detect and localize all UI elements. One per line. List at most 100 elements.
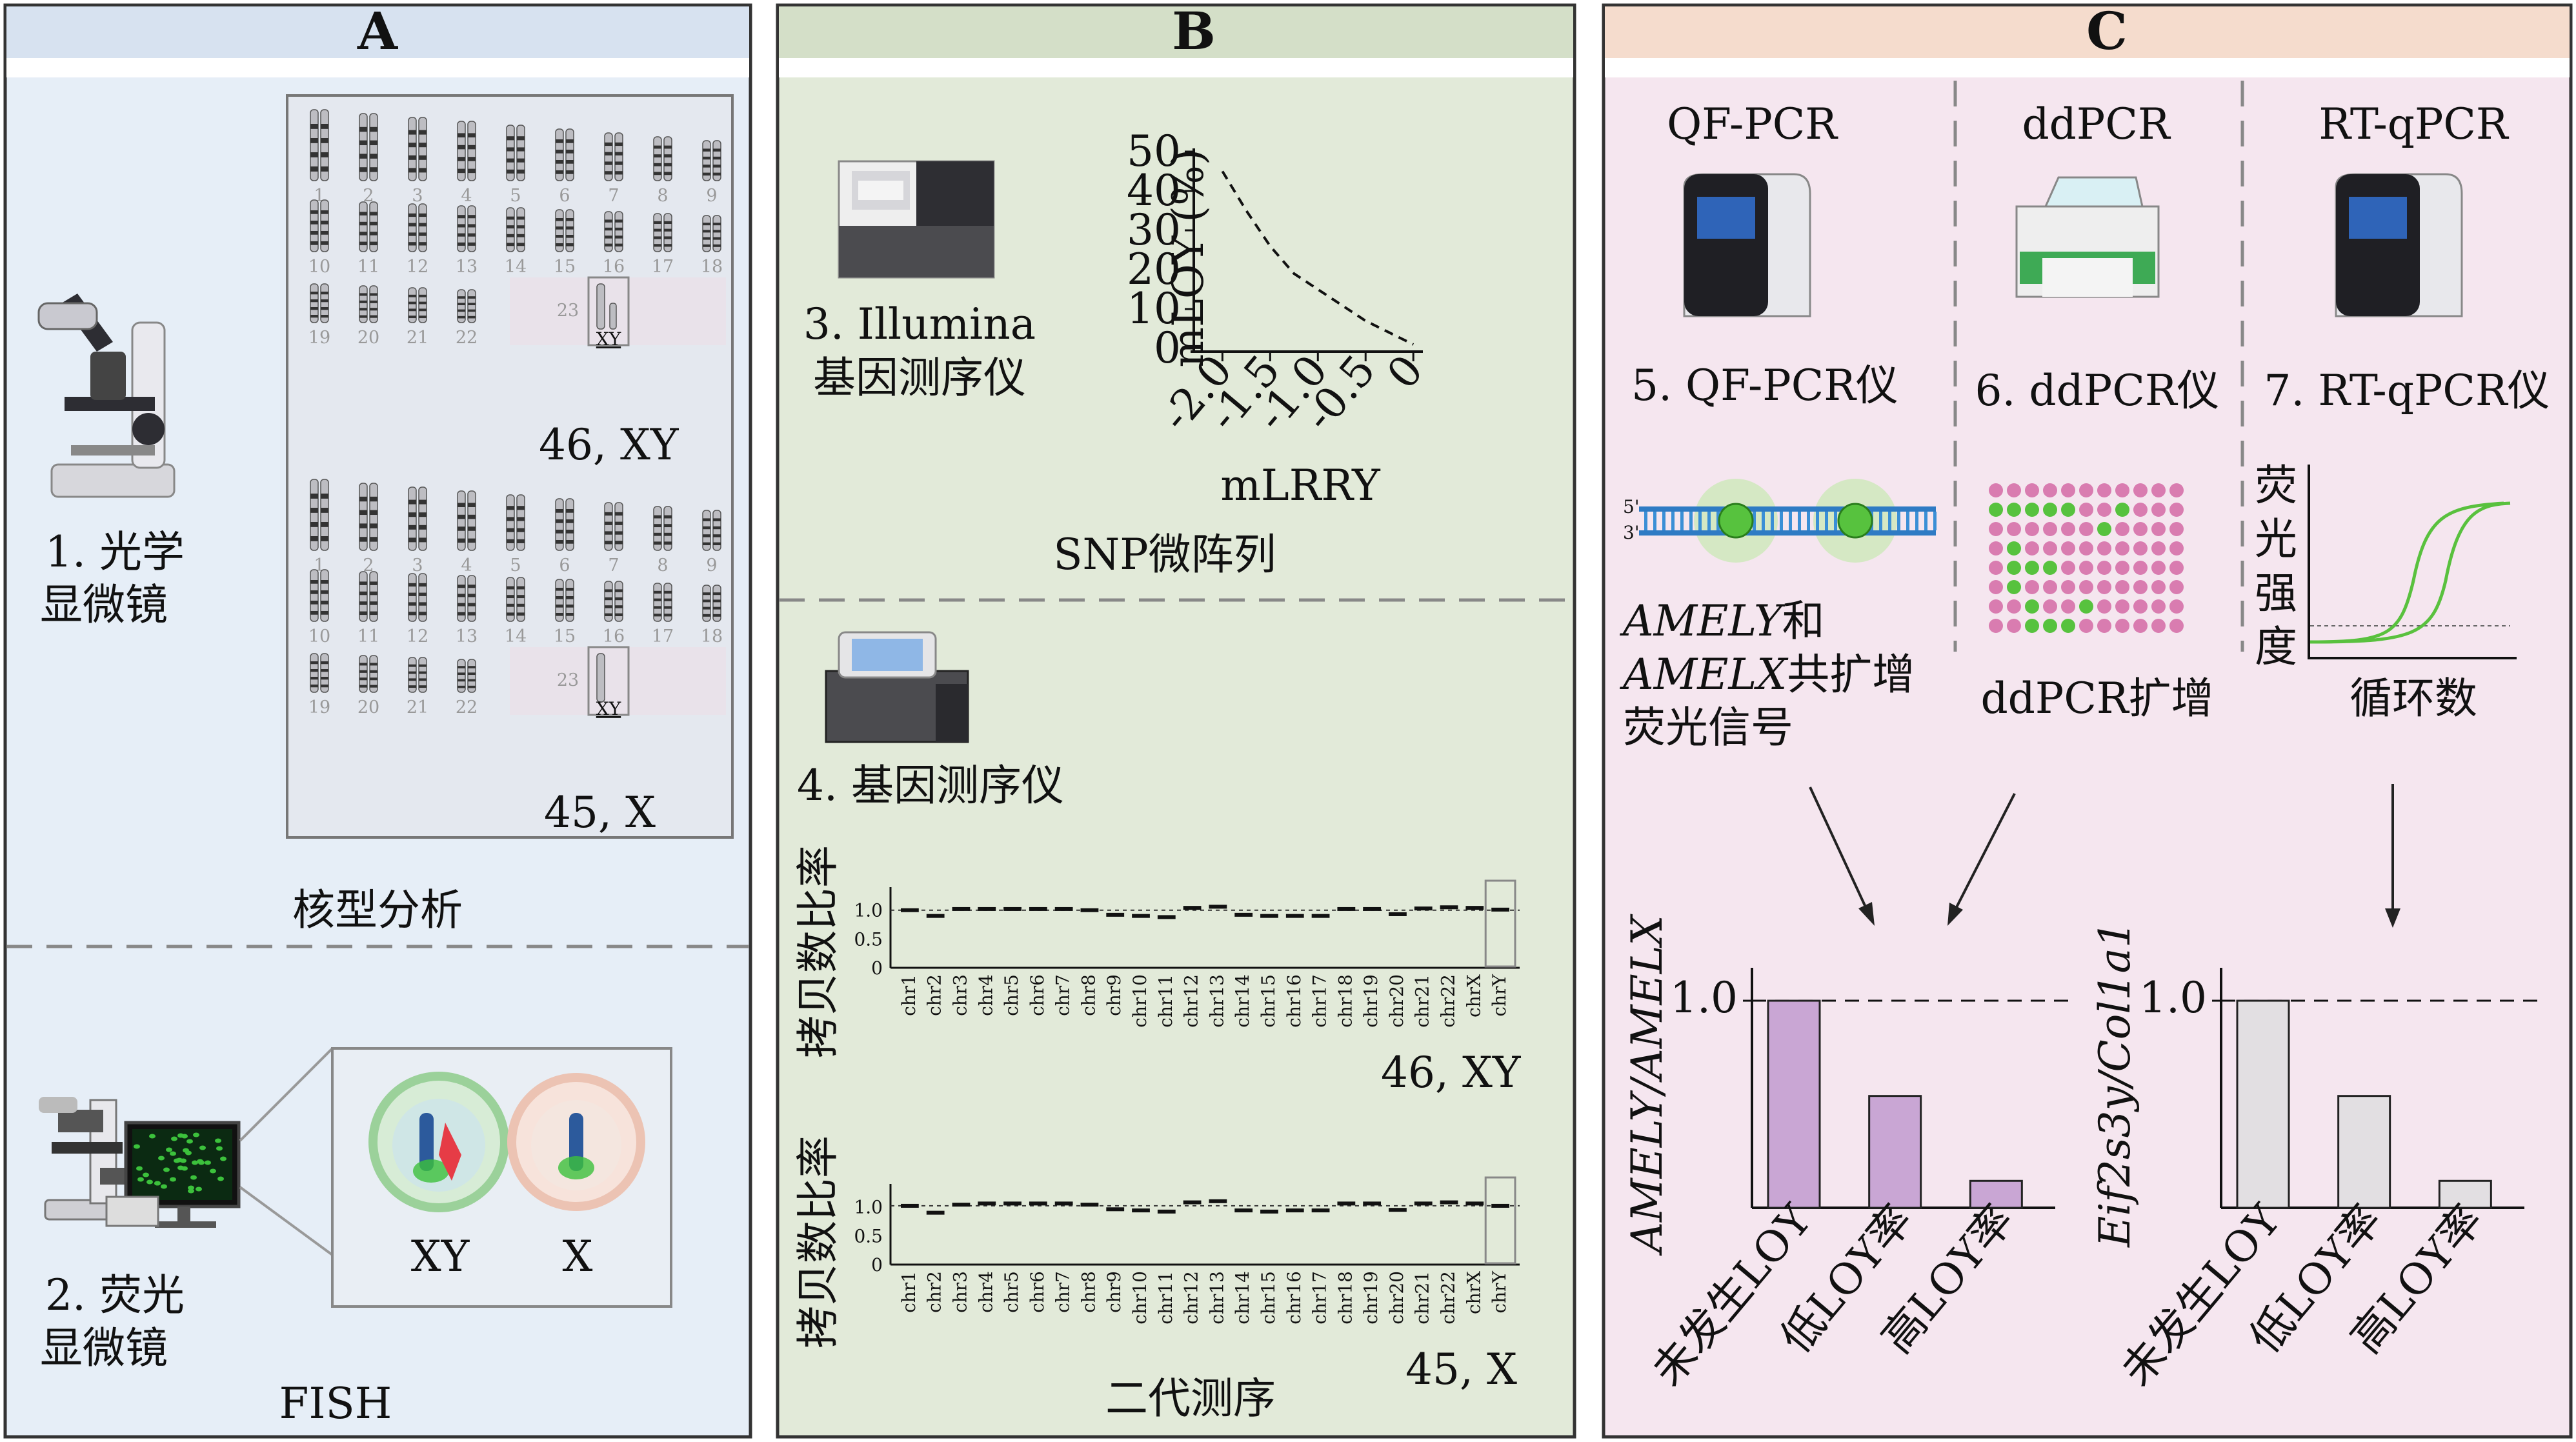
droplet bbox=[2007, 503, 2021, 517]
chromosome-band bbox=[605, 161, 612, 165]
chromosome-band bbox=[359, 663, 367, 666]
chromosome-band bbox=[664, 524, 672, 528]
cnv-category-label: chr18 bbox=[1334, 1271, 1356, 1325]
chromosome-band bbox=[507, 528, 514, 532]
dna-base-pair bbox=[1933, 512, 1937, 530]
chromosome-band bbox=[468, 145, 476, 150]
rt-x-label: 循环数 bbox=[2350, 674, 2477, 723]
cnv-category-label: chr16 bbox=[1283, 974, 1305, 1028]
droplet bbox=[2151, 541, 2166, 556]
chromosome-band bbox=[664, 221, 672, 225]
chromosome-band bbox=[615, 512, 623, 516]
chromosome-band bbox=[310, 241, 318, 245]
chromosome-band bbox=[419, 315, 427, 319]
droplet bbox=[2169, 541, 2184, 556]
chromosome-band bbox=[359, 496, 367, 502]
chromosome-number: 4 bbox=[461, 186, 472, 206]
chromosome-number: 5 bbox=[510, 556, 521, 576]
droplet bbox=[2025, 522, 2039, 536]
cnv-segment-chrX bbox=[1465, 906, 1484, 910]
fluorescent-cell bbox=[199, 1145, 206, 1150]
chromosome-number: 15 bbox=[554, 626, 576, 646]
chromosome-band bbox=[605, 171, 612, 175]
chromosome-band bbox=[408, 612, 416, 616]
chromosome-band bbox=[458, 594, 465, 597]
rt-title: RT-qPCR bbox=[2319, 99, 2510, 149]
chromosome-band bbox=[468, 666, 476, 668]
cnv-category-label: chr8 bbox=[1078, 1271, 1099, 1313]
chromosome-band bbox=[310, 152, 318, 157]
chromosome-number: 18 bbox=[701, 626, 723, 646]
chromosome-band bbox=[615, 613, 623, 617]
chromosome-band bbox=[713, 542, 721, 546]
cnv-segment-chr22 bbox=[1440, 1200, 1458, 1205]
cnv-segment-chr21 bbox=[1414, 1201, 1433, 1206]
droplet bbox=[2169, 619, 2184, 633]
chromosome-band bbox=[703, 526, 710, 530]
chromosome-band bbox=[713, 223, 721, 226]
chromosome-number: 10 bbox=[308, 257, 330, 277]
chromosome-band bbox=[605, 512, 612, 516]
cnv-category-label: chr8 bbox=[1078, 974, 1099, 1016]
chromosome-band bbox=[321, 661, 328, 665]
rt-qpcr-instrument-icon bbox=[2335, 173, 2463, 317]
chromosome-band bbox=[713, 518, 721, 521]
chromosome-band bbox=[359, 140, 367, 146]
dna-base-pair bbox=[1798, 512, 1801, 530]
cnv-category-label: chr18 bbox=[1334, 974, 1356, 1028]
fluorescent-cell bbox=[170, 1177, 176, 1182]
chromosome-band bbox=[507, 243, 514, 246]
chromosome-band bbox=[419, 678, 427, 681]
illumina-sequencer-icon bbox=[838, 160, 995, 279]
chromosome-number: 6 bbox=[559, 556, 570, 576]
chromosome-band bbox=[321, 138, 328, 143]
chromosome-band bbox=[654, 515, 661, 519]
chromosome-band bbox=[468, 585, 476, 588]
droplet bbox=[2061, 561, 2075, 575]
droplet bbox=[1989, 522, 2003, 536]
dna-base-pair bbox=[1906, 512, 1909, 530]
chromosome-band bbox=[556, 150, 563, 154]
qf-signal-line1-rest: 和 bbox=[1782, 596, 1825, 646]
cnv-y-tick-label: 1.0 bbox=[854, 1197, 883, 1218]
sex-chromosome-highlight bbox=[587, 276, 630, 346]
chromosome-band bbox=[359, 670, 367, 673]
cnv-category-label: chr12 bbox=[1181, 1271, 1202, 1325]
cnv-category-label: chrY bbox=[1489, 1270, 1510, 1313]
cnv-segment-chrX bbox=[1465, 1201, 1484, 1206]
droplet bbox=[2061, 599, 2075, 614]
chromosome-band bbox=[605, 142, 612, 146]
droplet bbox=[1989, 561, 2003, 575]
droplet bbox=[2025, 619, 2039, 633]
chromosome-band bbox=[458, 233, 465, 237]
chromosome-band bbox=[370, 126, 377, 132]
karyotype2-caption: 45, X bbox=[544, 788, 656, 837]
droplet bbox=[2115, 503, 2129, 517]
sex-chromosome-label: XY bbox=[596, 698, 621, 719]
chromosome-band bbox=[713, 592, 721, 596]
chromosome-band bbox=[321, 669, 328, 672]
droplet bbox=[2151, 619, 2166, 633]
chromosome-band bbox=[419, 671, 427, 674]
droplet bbox=[2115, 619, 2129, 633]
chromosome-band bbox=[703, 172, 710, 176]
chromosome-band bbox=[566, 605, 574, 608]
chromosome-band bbox=[517, 506, 525, 510]
rt-y-label-char4: 度 bbox=[2255, 622, 2297, 672]
chromosome-number: 8 bbox=[657, 556, 668, 576]
panel-a: A 1. 光学 显微镜 1 2 3 4 5 6 7 8 9 10 11 12 13 14 15 16 17 18 1… bbox=[3, 1, 752, 1439]
chromosome-band bbox=[359, 537, 367, 542]
cnv-category-label: chr2 bbox=[924, 1271, 945, 1313]
chromosome-band bbox=[359, 308, 367, 311]
chromosome-band bbox=[458, 157, 465, 161]
chromosome-band bbox=[556, 540, 563, 544]
chromosome-band bbox=[507, 506, 514, 510]
cnv-category-label: chr1 bbox=[898, 1271, 920, 1313]
fluorescent-cell bbox=[196, 1187, 202, 1192]
chromosome-band bbox=[517, 528, 525, 532]
dna-base-pair bbox=[1816, 512, 1819, 530]
cnv-segment-chr20 bbox=[1389, 1208, 1407, 1212]
chromosome-band bbox=[458, 679, 465, 682]
cnv-category-label: chr15 bbox=[1258, 974, 1279, 1028]
